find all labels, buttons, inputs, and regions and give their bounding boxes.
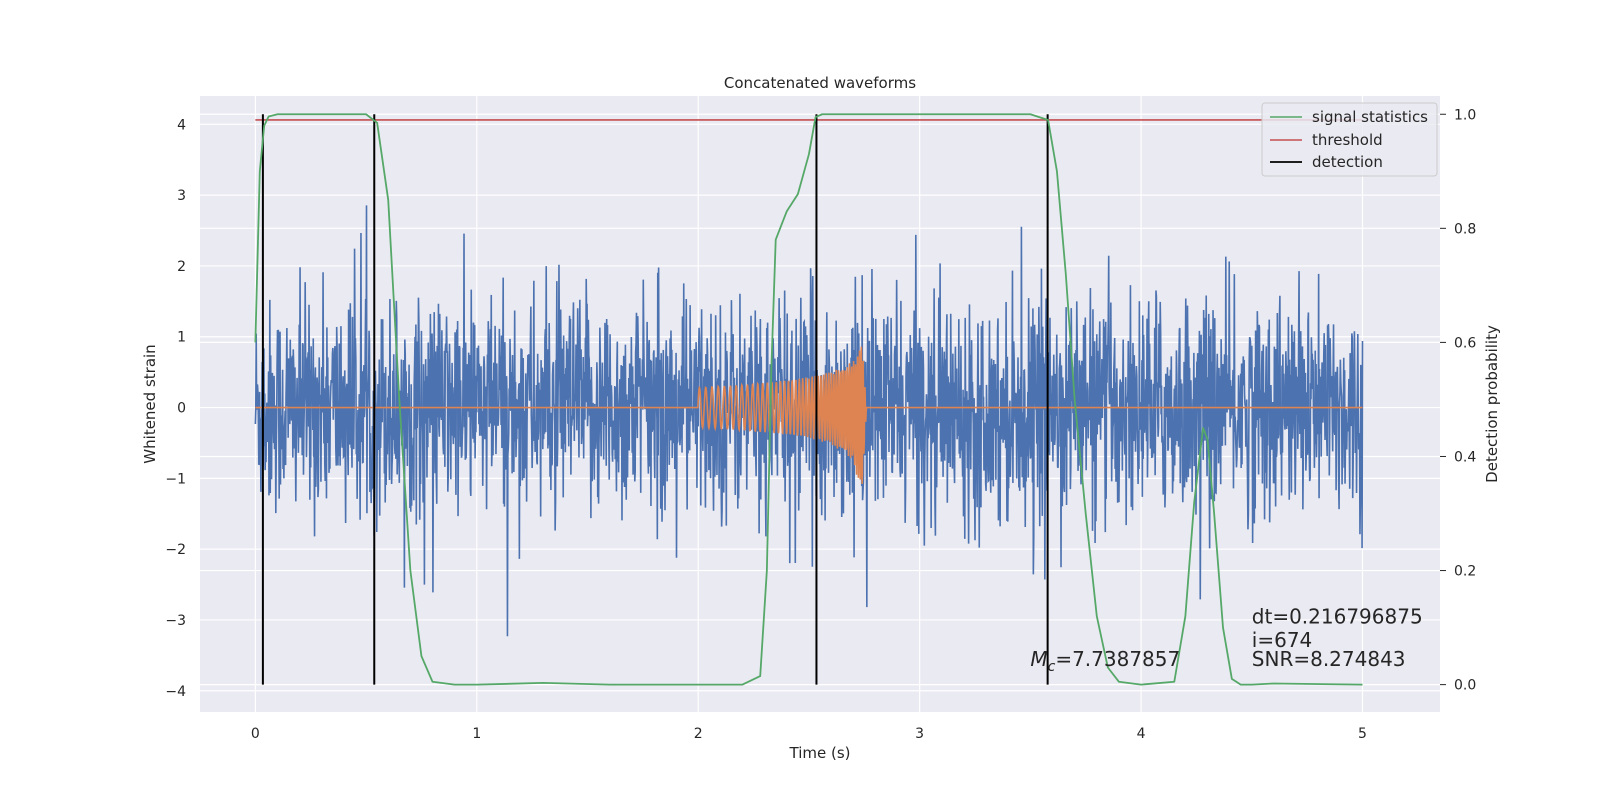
- x-tick-label: 5: [1358, 726, 1367, 742]
- legend-label-threshold: threshold: [1312, 131, 1383, 149]
- y-tick-label: 2: [177, 259, 186, 275]
- y-tick-label: 4: [177, 117, 186, 133]
- y2-tick-labels: 0.0 0.2 0.4 0.6 0.8 1.0: [1440, 107, 1476, 694]
- legend: signal statistics threshold detection: [1261, 102, 1438, 177]
- y-axis-label: Whitened strain: [141, 344, 159, 463]
- signal-statistics-series: [254, 113, 1363, 686]
- x-tick-label: 1: [472, 726, 481, 742]
- injected-waveform-series: [255, 346, 1363, 484]
- injected-waveform-line: [255, 346, 1363, 484]
- signal-statistics-line: [254, 113, 1363, 686]
- y-tick-labels: −4 −3 −2 −1 0 1 2 3 4: [165, 117, 186, 699]
- y2-tick-label: 0.2: [1454, 564, 1476, 580]
- y-tick-label: 0: [177, 401, 186, 417]
- y-tick-label: 1: [177, 330, 186, 346]
- annotation-text: SNR=8.274843: [1252, 647, 1406, 671]
- y2-axis-label: Detection probability: [1483, 325, 1501, 483]
- x-axis-label: Time (s): [789, 744, 851, 762]
- y-tick-label: −2: [165, 542, 186, 558]
- y-tick-label: 3: [177, 188, 186, 204]
- annotation-text: dt=0.216796875: [1252, 604, 1423, 628]
- grid-lines: [200, 96, 1440, 712]
- x-tick-label: 2: [694, 726, 703, 742]
- legend-box: [1261, 102, 1438, 177]
- y-tick-label: −1: [165, 471, 186, 487]
- legend-label-detection: detection: [1312, 153, 1383, 171]
- x-tick-label: 0: [251, 726, 260, 742]
- y2-tick-label: 0.8: [1454, 221, 1476, 237]
- y2-tick-label: 1.0: [1454, 107, 1476, 123]
- x-tick-labels: 0 1 2 3 4 5: [251, 726, 1367, 742]
- y2-tick-label: 0.4: [1454, 449, 1476, 465]
- detection-series: [261, 114, 1049, 685]
- annotation-text: i=674: [1252, 628, 1313, 652]
- x-tick-label: 3: [915, 726, 924, 742]
- legend-label-signal-statistics: signal statistics: [1312, 108, 1428, 126]
- y2-tick-label: 0.0: [1454, 678, 1476, 694]
- y2-tick-label: 0.6: [1454, 335, 1476, 351]
- y-tick-label: −3: [165, 613, 186, 629]
- annotation-text: Mc=7.7387857: [1030, 647, 1180, 675]
- chart-title: Concatenated waveforms: [724, 74, 916, 92]
- x-tick-label: 4: [1137, 726, 1146, 742]
- y-tick-label: −4: [165, 684, 186, 700]
